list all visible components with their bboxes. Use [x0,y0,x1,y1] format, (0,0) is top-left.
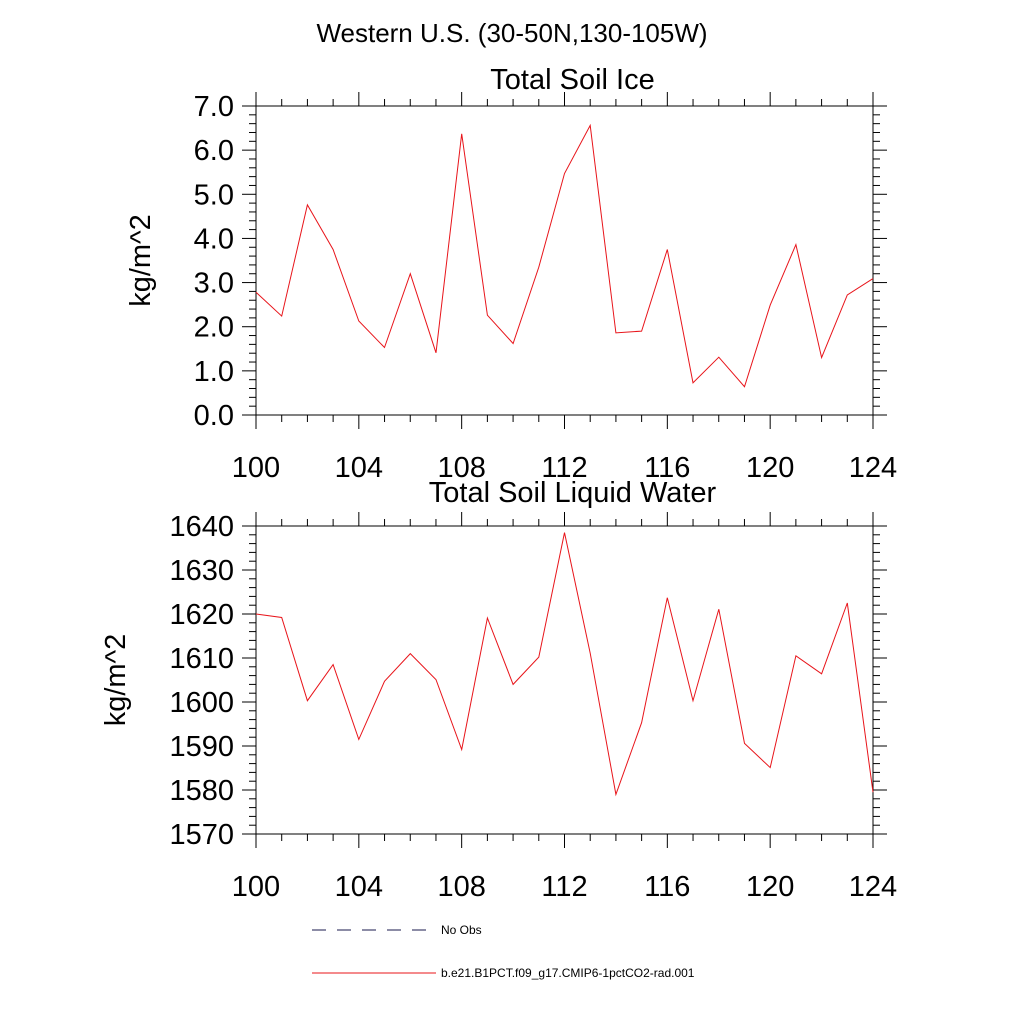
y-tick-label: 0.0 [194,400,234,432]
y-tick-label: 4.0 [194,223,234,255]
panel-title: Total Soil Liquid Water [429,477,717,509]
legend-label-no-obs: No Obs [441,923,482,937]
x-tick-label: 112 [541,452,587,484]
legend-label-model-run: b.e21.B1PCT.f09_g17.CMIP6-1pctCO2-rad.00… [441,966,695,980]
y-axis-label: kg/m^2 [125,214,157,307]
y-tick-label: 1610 [169,643,234,675]
y-tick-label: 1580 [169,775,234,807]
x-tick-label: 108 [437,452,485,484]
figure-title: Western U.S. (30-50N,130-105W) [316,18,707,48]
y-tick-label: 1600 [169,687,234,719]
x-tick-label: 104 [335,871,383,903]
x-tick-label: 116 [644,871,690,903]
x-tick-label: 100 [232,452,280,484]
y-tick-label: 1640 [169,511,234,543]
y-tick-label: 1.0 [194,356,234,388]
y-tick-label: 1570 [169,819,234,851]
x-tick-label: 120 [746,452,794,484]
y-tick-label: 7.0 [194,91,234,123]
x-tick-label: 112 [541,871,587,903]
x-tick-label: 100 [232,871,280,903]
y-axis-label: kg/m^2 [100,634,132,727]
series-line [255,123,874,388]
y-tick-label: 3.0 [194,268,234,300]
y-tick-label: 1620 [169,599,234,631]
panel-title: Total Soil Ice [490,64,654,96]
y-tick-label: 1630 [169,555,234,587]
x-tick-label: 124 [849,452,897,484]
plot-frame [255,525,874,835]
y-tick-label: 2.0 [194,312,234,344]
x-tick-label: 116 [644,452,690,484]
legend: No Obs b.e21.B1PCT.f09_g17.CMIP6-1pctCO2… [312,923,695,980]
y-tick-label: 6.0 [194,135,234,167]
y-tick-label: 1590 [169,731,234,763]
series-line [255,532,874,797]
x-tick-label: 120 [746,871,794,903]
y-tick-label: 5.0 [194,179,234,211]
x-tick-label: 108 [437,871,485,903]
panel-total-soil-ice: Total Soil Ice kg/m^2 100 104 108 112 116 120 12… [125,64,897,484]
plot-frame [255,105,874,416]
x-tick-label: 124 [849,871,897,903]
panel-total-soil-liquid-water: Total Soil Liquid Water kg/m^2 100 104 108 11… [100,477,897,903]
x-tick-label: 104 [335,452,383,484]
